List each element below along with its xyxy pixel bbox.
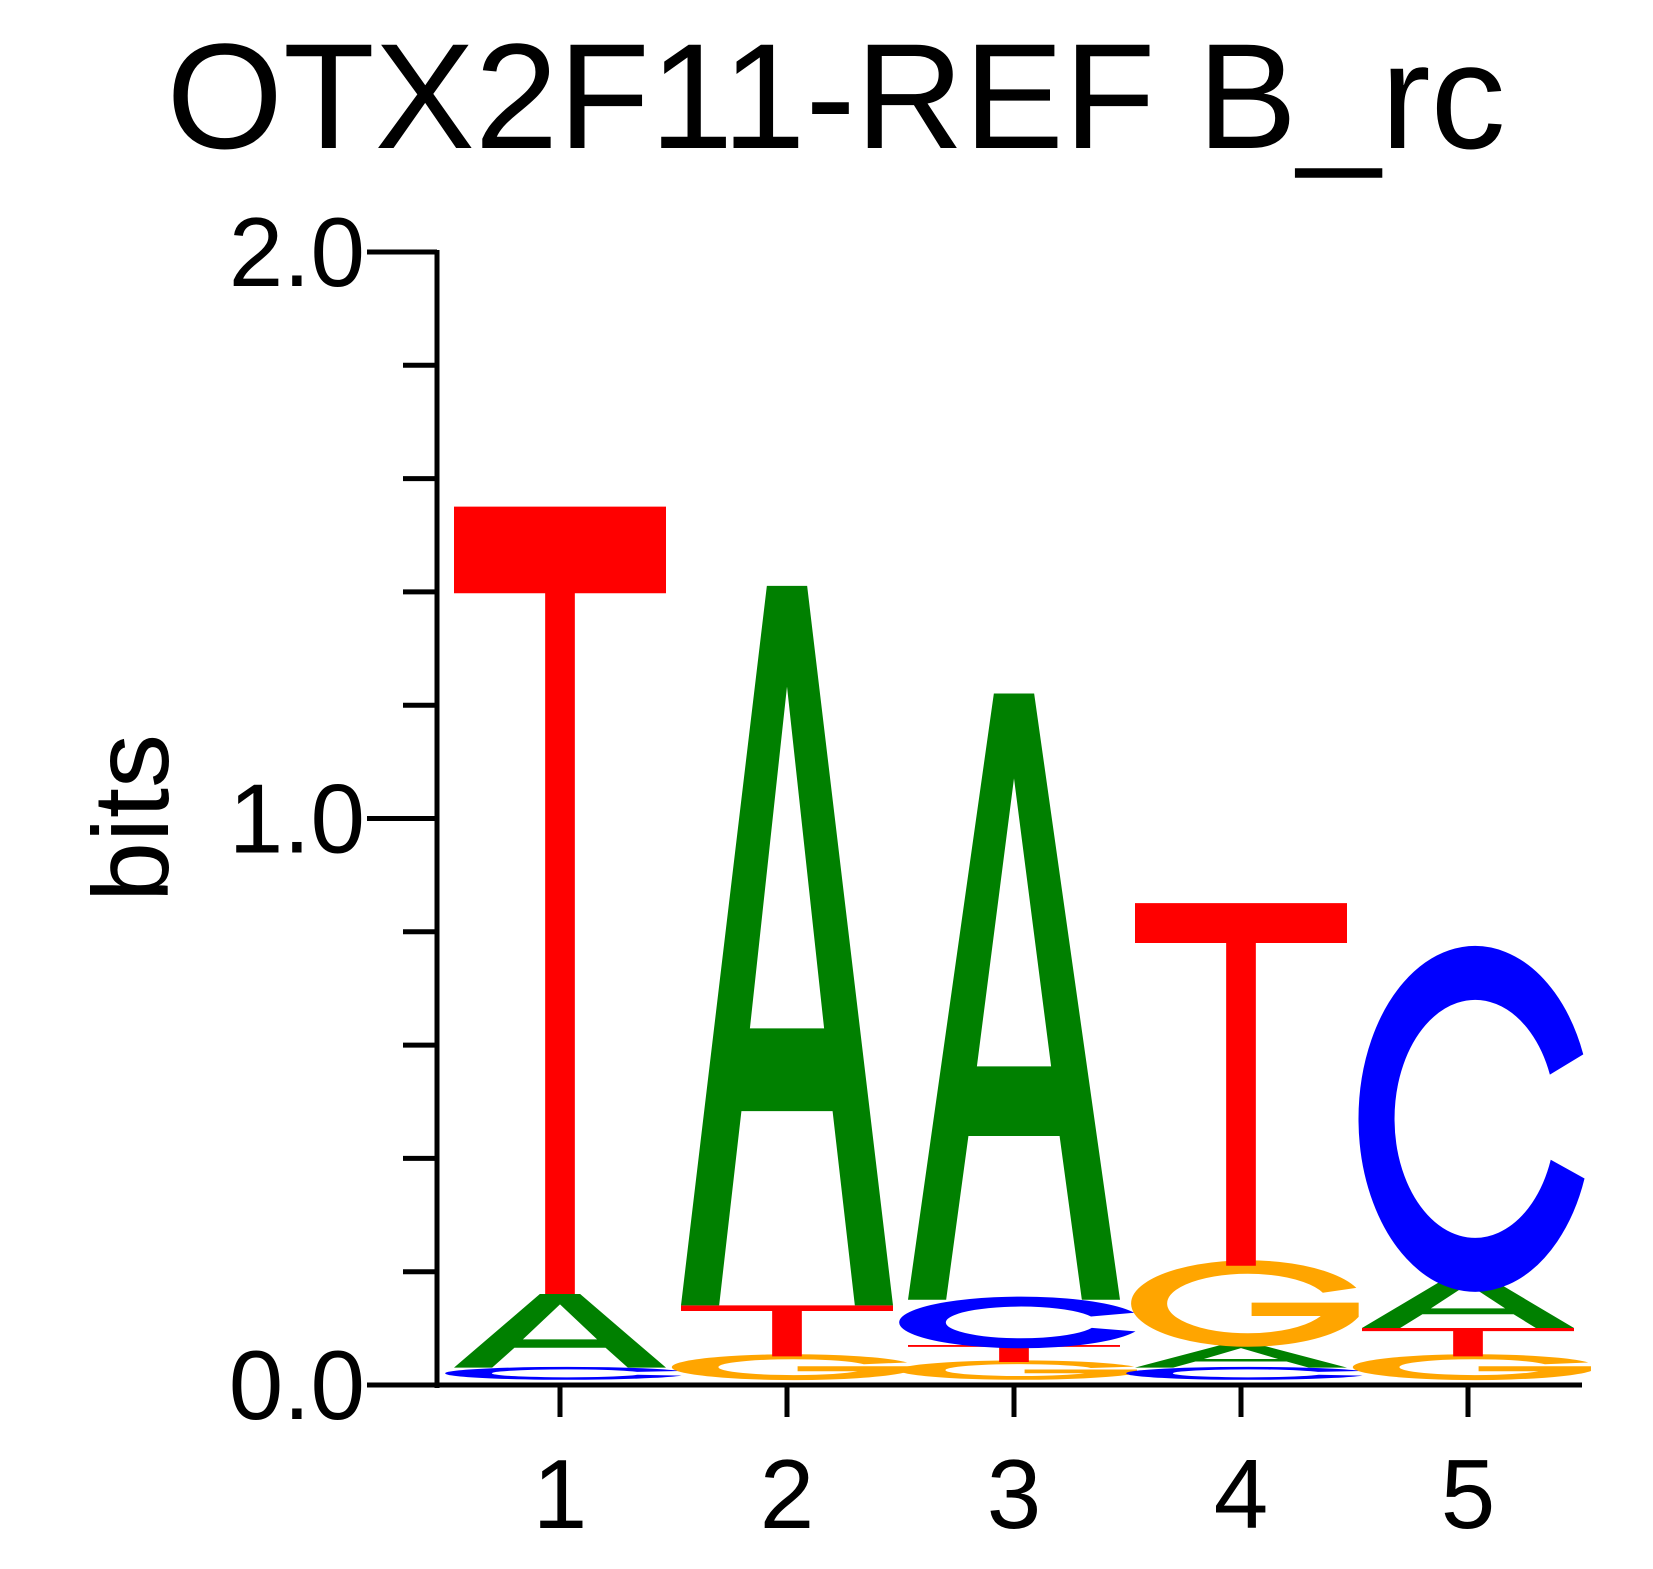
x-tick-label: 1 [533,1439,588,1549]
letter-a [1135,1345,1347,1368]
letter-t [681,1305,893,1357]
x-tick-label: 5 [1441,1439,1496,1549]
letter-a [681,585,893,1306]
letter-g [898,1360,1137,1380]
letter-c [445,1366,682,1380]
letter-g [671,1354,910,1381]
letter-t [1362,1328,1574,1357]
letter-c [1358,945,1585,1292]
stack-position-1 [445,506,682,1380]
stack-position-5 [1352,945,1591,1381]
y-tick-label: 0.0 [229,1330,365,1440]
y-axis-label: bits [70,734,191,902]
letter-g [1352,1354,1591,1381]
x-axis-ticks: 1 2 3 4 5 [533,1385,1496,1549]
stack-position-4 [1126,903,1363,1380]
x-tick-label: 2 [760,1439,815,1549]
letter-t [454,506,666,1295]
stack-position-3 [898,693,1137,1380]
letter-a [1362,1277,1574,1329]
axes: 0.0 1.0 2.0 [229,197,1582,1440]
x-tick-label: 4 [1214,1439,1269,1549]
letter-t [1135,903,1347,1266]
y-tick-label: 1.0 [229,764,365,874]
letter-t [908,1345,1120,1363]
letter-c [1126,1366,1363,1380]
letter-a [454,1294,666,1368]
letter-g [1131,1260,1359,1347]
letter-c [899,1296,1136,1349]
y-tick-label: 2.0 [229,197,365,307]
x-tick-label: 3 [987,1439,1042,1549]
stack-position-2 [671,585,910,1381]
letter-stacks [445,506,1591,1381]
chart-title: OTX2F11-REF B_rc [166,12,1505,180]
letter-a [908,693,1120,1300]
